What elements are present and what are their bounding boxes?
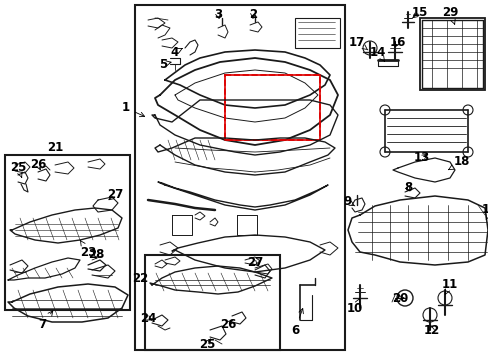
- Text: 11: 11: [441, 279, 457, 294]
- Text: 1: 1: [122, 102, 144, 117]
- Text: 22: 22: [132, 271, 148, 284]
- Text: 4: 4: [170, 45, 182, 58]
- Text: 6: 6: [290, 309, 303, 337]
- Text: 21: 21: [47, 141, 63, 154]
- Text: 2: 2: [248, 8, 257, 21]
- Text: 23: 23: [80, 240, 96, 258]
- Text: 19: 19: [481, 203, 488, 220]
- Bar: [419, 18, 484, 90]
- Text: 9: 9: [343, 195, 354, 208]
- Text: 25: 25: [10, 162, 26, 177]
- Bar: [145, 255, 280, 350]
- Text: 16: 16: [389, 36, 406, 49]
- Text: 14: 14: [369, 45, 386, 62]
- Bar: [5, 155, 130, 310]
- Text: 20: 20: [391, 292, 407, 305]
- Text: 15: 15: [411, 5, 427, 18]
- Text: 10: 10: [346, 298, 363, 315]
- Text: 24: 24: [140, 311, 156, 324]
- Text: 3: 3: [214, 8, 222, 21]
- Text: 18: 18: [447, 156, 469, 170]
- Text: 25: 25: [199, 338, 215, 351]
- Text: 13: 13: [413, 152, 429, 165]
- Text: 26: 26: [30, 158, 46, 171]
- Text: 7: 7: [38, 311, 53, 332]
- Text: 5: 5: [159, 58, 171, 71]
- Text: 12: 12: [423, 324, 439, 337]
- Text: 17: 17: [348, 36, 367, 50]
- Text: 29: 29: [441, 5, 457, 24]
- Text: 26: 26: [220, 318, 236, 330]
- Bar: [294, 18, 339, 48]
- Text: 27: 27: [246, 256, 263, 270]
- Text: 8: 8: [403, 181, 411, 194]
- Text: 27: 27: [107, 189, 123, 202]
- Text: 28: 28: [88, 248, 104, 261]
- Bar: [135, 5, 345, 350]
